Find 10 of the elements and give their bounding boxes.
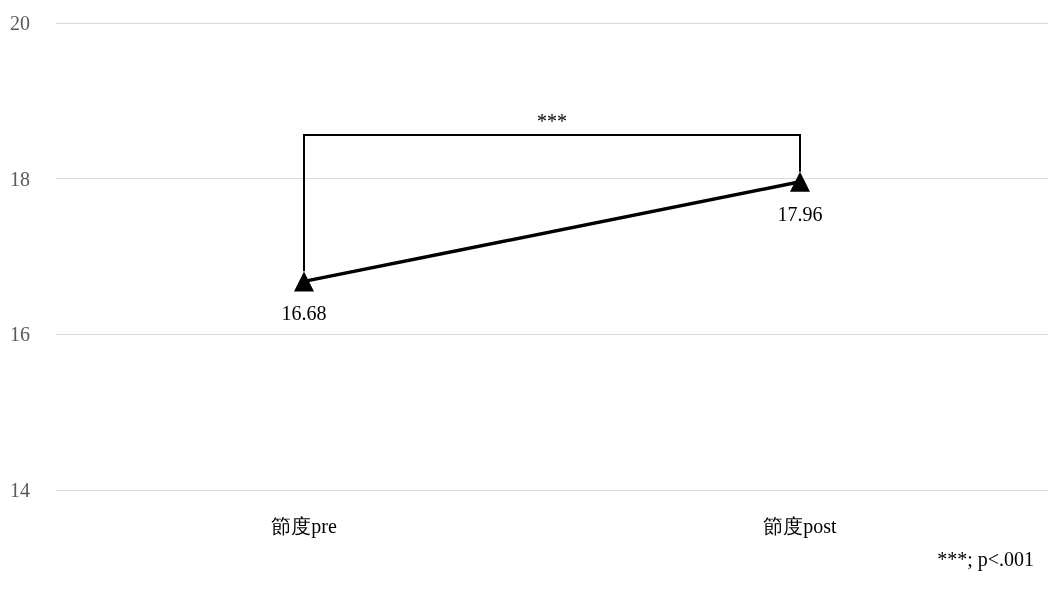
y-tick-label: 14: [10, 479, 30, 501]
y-tick-label: 18: [10, 167, 30, 190]
data-label: 17.96: [777, 202, 823, 225]
x-tick-label: 節度post: [763, 515, 838, 538]
x-tick-label: 節度pre: [271, 515, 337, 538]
text: ***; p<.001: [937, 548, 1034, 571]
y-tick-label: 20: [10, 12, 30, 34]
y-tick-label: 16: [10, 323, 30, 346]
annotation: ***: [537, 110, 567, 134]
data-label: 16.68: [281, 302, 327, 325]
